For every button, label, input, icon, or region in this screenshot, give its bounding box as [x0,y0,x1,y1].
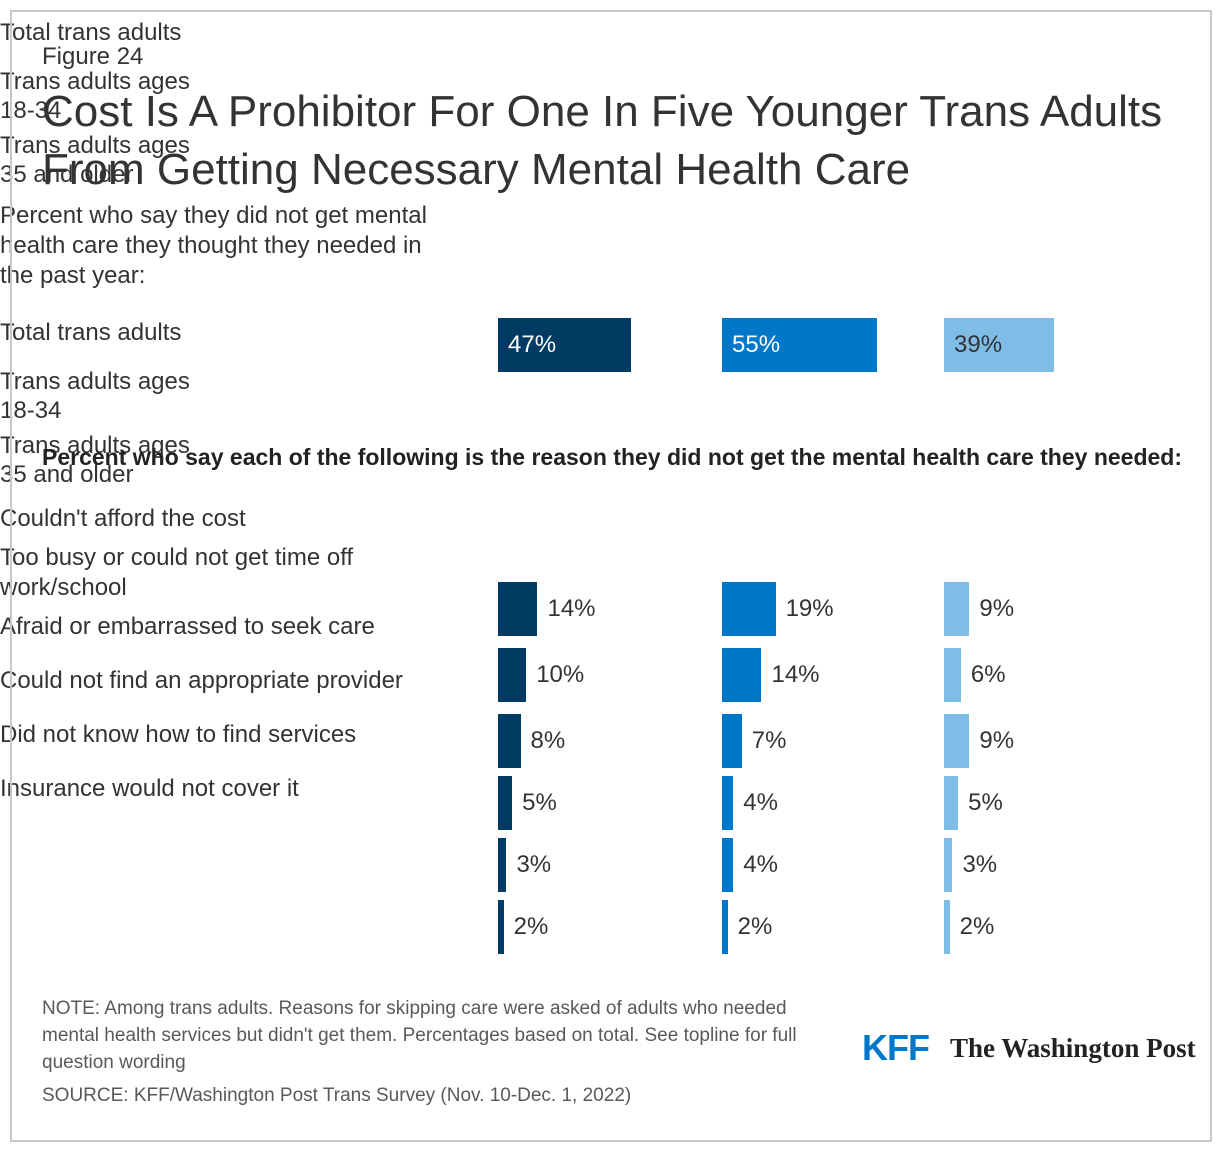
bar [944,776,959,830]
bar [944,714,970,768]
category-label: Insurance would not cover it [0,775,299,802]
bar [944,648,961,702]
frame [10,10,1212,1142]
legend-label: Total trans adults [0,18,182,46]
bar [498,648,527,702]
data-label: 8% [530,727,566,754]
logo-kff: KFF [862,1027,930,1068]
bar [498,582,538,636]
legend-label: Trans adults ages 35 and older [0,132,190,188]
data-label: 4% [743,851,778,878]
data-label: 9% [979,727,1015,754]
data-label: 2% [737,913,773,940]
bar [722,900,728,954]
data-label: 19% [785,595,834,622]
data-label: 5% [522,789,557,816]
bar [722,714,742,768]
legend-label: Trans adults ages 18-34 [0,68,190,124]
chart-title: Cost Is A Prohibitor For One In Five You… [42,87,1163,194]
data-label: 4% [743,789,778,816]
legend-label: Trans adults ages 35 and older [0,432,190,488]
bar [722,838,734,892]
bar [498,776,513,830]
source: SOURCE: KFF/Washington Post Trans Survey… [42,1085,632,1106]
bar [722,776,734,830]
data-label: 10% [536,661,585,688]
figure-label: Figure 24 [42,43,144,70]
category-label: Too busy or could not get time off work/… [0,544,354,601]
category-label: Could not find an appropriate provider [0,667,403,694]
bar [498,900,504,954]
bar [498,838,507,892]
bar [498,318,631,372]
category-label: Afraid or embarrassed to seek care [0,613,375,640]
category-label: Did not know how to find services [0,721,357,748]
data-label: 3% [962,851,998,878]
bar [944,582,970,636]
legend-label: Total trans adults [0,318,182,346]
data-label: 5% [968,789,1003,816]
category-label: Percent who say they did not get mental … [0,202,427,289]
bar [722,648,762,702]
data-label: 39% [954,331,1003,358]
data-label: 55% [732,331,781,358]
data-label: 6% [970,661,1006,688]
data-label: 14% [547,595,596,622]
bar [722,318,878,372]
data-label: 14% [771,661,820,688]
bar [498,714,521,768]
data-label: 7% [751,727,787,754]
bar [944,318,1054,372]
data-label: 2% [513,913,549,940]
bar [944,838,953,892]
note: NOTE: Among trans adults. Reasons for sk… [42,998,797,1073]
category-label: Couldn't afford the cost [0,505,246,532]
subtitle: Percent who say each of the following is… [42,444,1183,470]
bar [944,900,950,954]
data-label: 47% [508,331,557,358]
logo-washington-post: The Washington Post [950,1033,1196,1063]
bar [722,582,776,636]
data-label: 3% [516,851,552,878]
data-label: 2% [959,913,995,940]
data-label: 9% [979,595,1015,622]
